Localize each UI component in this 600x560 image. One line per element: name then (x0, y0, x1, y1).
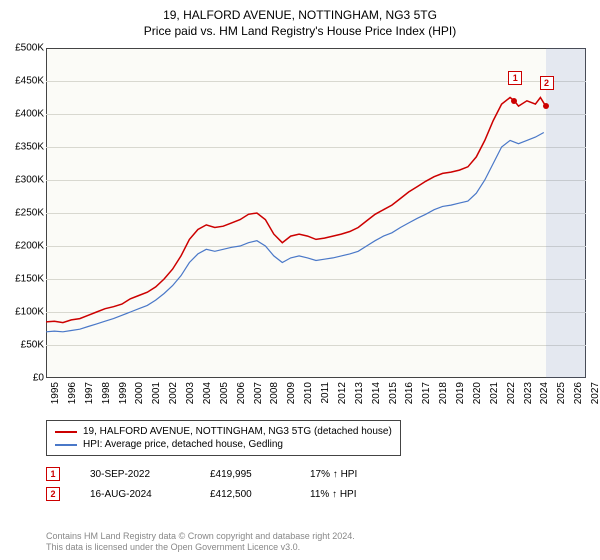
x-tick-label: 2020 (472, 382, 483, 404)
x-tick-label: 2001 (151, 382, 162, 404)
legend-label: HPI: Average price, detached house, Gedl… (83, 439, 283, 450)
y-tick-label: £0 (0, 373, 44, 384)
sale-marker-dot (511, 98, 517, 104)
x-tick-label: 2018 (438, 382, 449, 404)
x-tick-label: 1997 (84, 382, 95, 404)
y-tick-label: £400K (0, 109, 44, 120)
x-tick-label: 2026 (573, 382, 584, 404)
x-tick-label: 2004 (202, 382, 213, 404)
sale-row: 2 16-AUG-2024 £412,500 11% ↑ HPI (46, 484, 390, 504)
sale-marker-label: 1 (508, 71, 522, 85)
series-line (46, 133, 544, 332)
x-tick-label: 2024 (539, 382, 550, 404)
x-tick-label: 2000 (134, 382, 145, 404)
x-tick-label: 1996 (67, 382, 78, 404)
legend-item: 19, HALFORD AVENUE, NOTTINGHAM, NG3 5TG … (55, 425, 392, 438)
x-tick-label: 2022 (506, 382, 517, 404)
sale-date: 16-AUG-2024 (90, 489, 180, 500)
sale-price: £419,995 (210, 469, 280, 480)
legend-swatch (55, 444, 77, 446)
line-svg (46, 48, 586, 378)
y-tick-label: £350K (0, 142, 44, 153)
x-tick-label: 2011 (320, 382, 331, 404)
x-tick-label: 2002 (168, 382, 179, 404)
y-tick-label: £300K (0, 175, 44, 186)
x-tick-label: 2016 (404, 382, 415, 404)
y-tick-label: £200K (0, 241, 44, 252)
x-tick-label: 2025 (556, 382, 567, 404)
sale-row: 1 30-SEP-2022 £419,995 17% ↑ HPI (46, 464, 390, 484)
x-tick-label: 2019 (455, 382, 466, 404)
x-tick-label: 2010 (303, 382, 314, 404)
x-tick-label: 1999 (118, 382, 129, 404)
x-tick-label: 2027 (590, 382, 600, 404)
footer-line-2: This data is licensed under the Open Gov… (46, 542, 355, 554)
x-tick-label: 2013 (354, 382, 365, 404)
x-tick-label: 2023 (523, 382, 534, 404)
x-tick-label: 1998 (101, 382, 112, 404)
legend-swatch (55, 431, 77, 433)
chart-area: 12 (46, 48, 586, 378)
footer-attribution: Contains HM Land Registry data © Crown c… (46, 531, 355, 554)
chart-title: 19, HALFORD AVENUE, NOTTINGHAM, NG3 5TG (0, 8, 600, 22)
title-block: 19, HALFORD AVENUE, NOTTINGHAM, NG3 5TG … (0, 0, 600, 38)
x-tick-label: 2005 (219, 382, 230, 404)
sales-table: 1 30-SEP-2022 £419,995 17% ↑ HPI 2 16-AUG-202… (46, 464, 390, 504)
x-tick-label: 2008 (269, 382, 280, 404)
series-line (46, 98, 546, 323)
sale-date: 30-SEP-2022 (90, 469, 180, 480)
y-tick-label: £500K (0, 43, 44, 54)
footer-line-1: Contains HM Land Registry data © Crown c… (46, 531, 355, 543)
x-tick-label: 2009 (286, 382, 297, 404)
sale-marker-label: 2 (540, 76, 554, 90)
x-tick-label: 2017 (421, 382, 432, 404)
legend-label: 19, HALFORD AVENUE, NOTTINGHAM, NG3 5TG … (83, 426, 392, 437)
x-tick-label: 2012 (337, 382, 348, 404)
sale-price: £412,500 (210, 489, 280, 500)
x-tick-label: 2021 (489, 382, 500, 404)
x-tick-label: 2015 (388, 382, 399, 404)
y-tick-label: £250K (0, 208, 44, 219)
x-tick-label: 2007 (253, 382, 264, 404)
sale-row-marker: 1 (46, 467, 60, 481)
y-tick-label: £150K (0, 274, 44, 285)
sale-marker-dot (543, 103, 549, 109)
sale-pct: 17% ↑ HPI (310, 469, 390, 480)
sale-row-marker: 2 (46, 487, 60, 501)
x-tick-label: 2003 (185, 382, 196, 404)
chart-subtitle: Price paid vs. HM Land Registry's House … (0, 24, 600, 38)
x-tick-label: 2006 (236, 382, 247, 404)
y-tick-label: £100K (0, 307, 44, 318)
sale-pct: 11% ↑ HPI (310, 489, 390, 500)
y-tick-label: £50K (0, 340, 44, 351)
legend-item: HPI: Average price, detached house, Gedl… (55, 438, 392, 451)
chart-container: 19, HALFORD AVENUE, NOTTINGHAM, NG3 5TG … (0, 0, 600, 560)
legend: 19, HALFORD AVENUE, NOTTINGHAM, NG3 5TG … (46, 420, 401, 456)
x-tick-label: 1995 (50, 382, 61, 404)
x-tick-label: 2014 (371, 382, 382, 404)
y-tick-label: £450K (0, 76, 44, 87)
